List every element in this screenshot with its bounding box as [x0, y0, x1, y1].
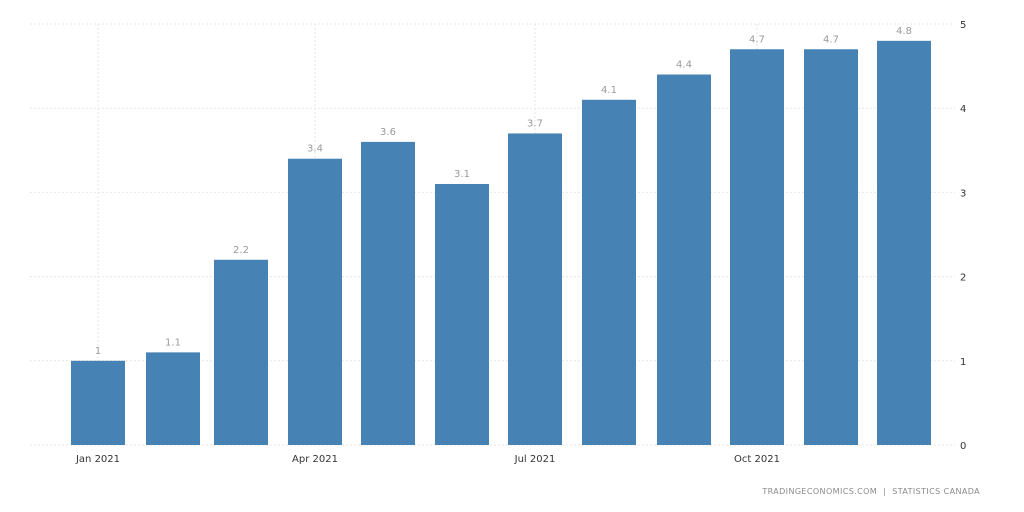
y-tick-label: 3 — [960, 188, 966, 199]
bar — [435, 183, 489, 446]
data-label: 4.7 — [823, 34, 839, 45]
bar — [508, 133, 562, 445]
x-tick-label: Jan 2021 — [75, 454, 120, 465]
data-label: 3.1 — [454, 169, 470, 180]
source-left: TRADINGECONOMICS.COM — [762, 487, 878, 496]
x-tick-label: Oct 2021 — [734, 454, 780, 465]
y-tick-label: 1 — [960, 357, 966, 368]
source-right: STATISTICS CANADA — [892, 487, 980, 496]
data-label: 4.1 — [601, 85, 617, 96]
bar — [877, 40, 931, 446]
x-tick-label: Jul 2021 — [514, 454, 556, 465]
data-label: 3.6 — [380, 127, 396, 138]
data-label: 4.7 — [749, 34, 765, 45]
data-label: 1 — [95, 346, 101, 357]
bar — [657, 74, 711, 446]
bar — [288, 158, 342, 445]
data-label: 1.1 — [165, 337, 181, 348]
bar — [582, 99, 636, 445]
bar — [730, 49, 784, 445]
bar — [71, 360, 125, 445]
y-tick-label: 0 — [960, 441, 966, 452]
data-label-layer: 1 1.1 2.2 3.4 3.6 3.1 3.7 4.1 4.4 4.7 4.7 4.8 — [95, 26, 912, 357]
data-label: 3.7 — [527, 118, 543, 129]
y-tick-label: 5 — [960, 20, 966, 31]
x-tick-label: Apr 2021 — [292, 454, 338, 465]
bar — [214, 259, 268, 445]
bar — [146, 352, 200, 445]
bar-layer — [71, 40, 931, 446]
y-tick-label: 2 — [960, 273, 966, 284]
bar — [361, 141, 415, 445]
data-label: 4.4 — [676, 60, 692, 71]
x-axis: Jan 2021 Apr 2021 Jul 2021 Oct 2021 — [75, 454, 780, 465]
source-credit: TRADINGECONOMICS.COM | STATISTICS CANADA — [762, 487, 980, 496]
data-label: 4.8 — [896, 26, 912, 37]
data-label: 2.2 — [233, 245, 249, 256]
source-separator: | — [883, 487, 887, 496]
y-axis: 0 1 2 3 4 5 — [960, 20, 966, 452]
data-label: 3.4 — [307, 144, 323, 155]
bar — [804, 49, 858, 445]
y-tick-label: 4 — [960, 104, 966, 115]
